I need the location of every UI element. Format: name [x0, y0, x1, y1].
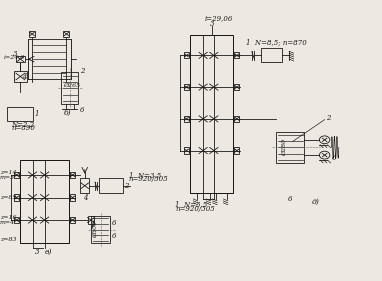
Text: z=14: z=14 [0, 170, 16, 175]
Bar [62, 72, 78, 104]
Bar [80, 178, 89, 193]
Text: 1: 1 [34, 110, 39, 118]
Bar [28, 39, 71, 79]
Bar [7, 107, 34, 121]
Bar [276, 132, 304, 163]
Text: 6: 6 [80, 106, 84, 114]
Text: 3: 3 [210, 20, 214, 28]
Text: z=16: z=16 [0, 215, 16, 220]
Text: 3: 3 [35, 248, 40, 256]
Bar [16, 56, 25, 62]
Text: i=24,6: i=24,6 [3, 55, 25, 60]
Text: 4: 4 [22, 72, 27, 81]
Text: 3: 3 [13, 50, 18, 58]
Text: д): д) [312, 198, 319, 206]
Text: 2: 2 [327, 114, 331, 122]
Bar [184, 148, 189, 154]
Bar [70, 194, 75, 201]
Text: z=83: z=83 [0, 237, 16, 242]
Text: n=890: n=890 [11, 124, 35, 132]
Text: 1  N=3,5: 1 N=3,5 [175, 200, 207, 209]
Text: 2: 2 [80, 67, 84, 75]
Text: в): в) [45, 248, 52, 256]
Bar [14, 194, 19, 201]
Text: Ø300: Ø300 [94, 221, 99, 238]
Text: 1  N=3,5: 1 N=3,5 [129, 171, 161, 179]
Text: 1  N=8,5; n=870: 1 N=8,5; n=870 [246, 39, 307, 47]
Bar [91, 216, 110, 243]
Bar [235, 148, 239, 154]
Text: 2: 2 [125, 182, 129, 190]
Bar [14, 217, 19, 223]
Bar [87, 216, 94, 224]
Bar [14, 71, 27, 82]
Bar [184, 84, 189, 90]
Bar [14, 172, 19, 178]
Text: 7: 7 [89, 223, 93, 231]
Text: 4: 4 [83, 194, 87, 201]
Bar [70, 172, 75, 178]
Bar [20, 160, 69, 243]
Bar [261, 48, 282, 62]
Text: Ø265: Ø265 [63, 83, 81, 88]
Bar [70, 217, 75, 223]
Text: Ø280: Ø280 [282, 139, 287, 156]
Text: m=4: m=4 [0, 220, 15, 225]
Text: n=920/305: n=920/305 [175, 205, 215, 213]
Bar [184, 116, 189, 122]
Bar [235, 84, 239, 90]
Text: 6: 6 [112, 232, 116, 241]
Text: 6: 6 [112, 219, 116, 226]
Bar [28, 39, 32, 79]
Bar [235, 116, 239, 122]
Bar [190, 35, 233, 193]
Text: 6: 6 [288, 195, 292, 203]
Text: n=920/305: n=920/305 [129, 175, 168, 183]
Bar [235, 52, 239, 58]
Text: б): б) [63, 109, 71, 117]
Text: 6: 6 [332, 154, 337, 162]
Text: N=2,2: N=2,2 [11, 120, 34, 128]
Bar [99, 178, 123, 193]
Text: z=85: z=85 [0, 195, 16, 200]
Bar [66, 39, 71, 79]
Bar [63, 31, 70, 37]
Bar [184, 52, 189, 58]
Bar [29, 31, 35, 37]
Text: m=3: m=3 [0, 175, 15, 180]
Text: i=29,06: i=29,06 [204, 14, 233, 22]
